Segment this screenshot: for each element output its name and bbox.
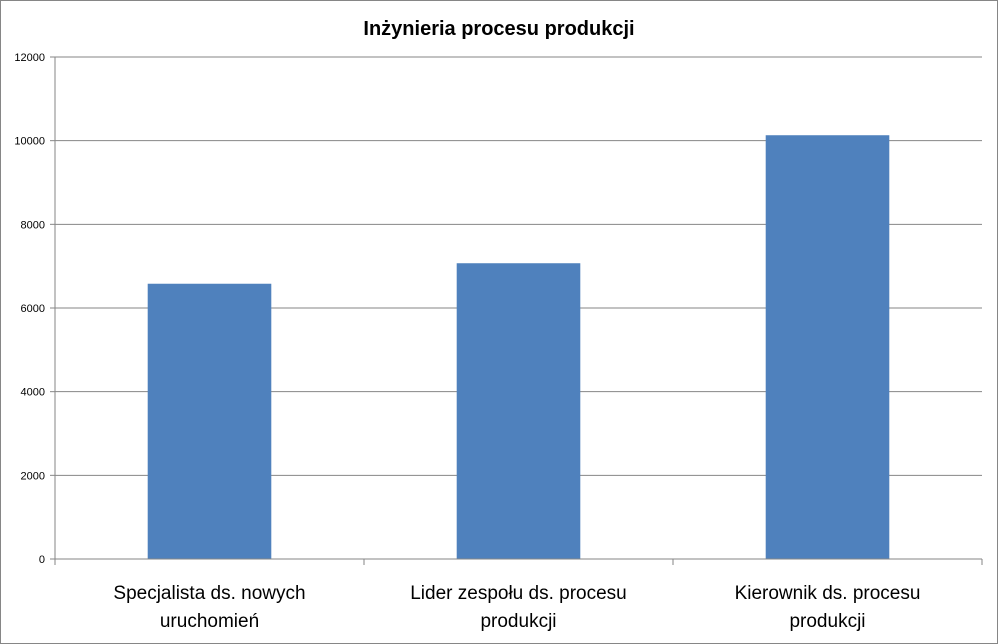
x-tick-label: Specjalista ds. nowych uruchomień — [113, 583, 305, 632]
y-tick-label: 12000 — [14, 52, 45, 64]
chart-title: Inżynieria procesu produkcji — [363, 18, 634, 40]
bar — [765, 135, 890, 559]
y-tick-label: 4000 — [21, 387, 45, 399]
x-tick-label-line: produkcji — [789, 611, 865, 632]
x-tick-label-line: uruchomień — [160, 611, 259, 632]
y-axis: 0 2000 4000 6000 8000 10000 12000 — [14, 52, 56, 566]
y-tick-label: 0 — [39, 554, 45, 566]
x-tick-label: Lider zespołu ds. procesu produkcji — [410, 583, 627, 632]
y-tick-label: 10000 — [14, 136, 45, 148]
x-axis: Specjalista ds. nowych uruchomień Lider ze… — [54, 558, 983, 632]
bar — [456, 263, 581, 559]
y-tick-label: 2000 — [21, 470, 45, 482]
x-tick-label-line: Lider zespołu ds. procesu — [410, 583, 627, 604]
y-tick-label: 6000 — [21, 303, 45, 315]
x-tick-label-line: produkcji — [480, 611, 556, 632]
y-tick-label: 8000 — [21, 219, 45, 231]
bar — [147, 283, 272, 559]
bars — [147, 135, 890, 559]
x-tick-label-line: Specjalista ds. nowych — [113, 583, 305, 604]
x-tick-label: Kierownik ds. procesu produkcji — [735, 583, 921, 632]
x-tick-label-line: Kierownik ds. procesu — [735, 583, 921, 604]
